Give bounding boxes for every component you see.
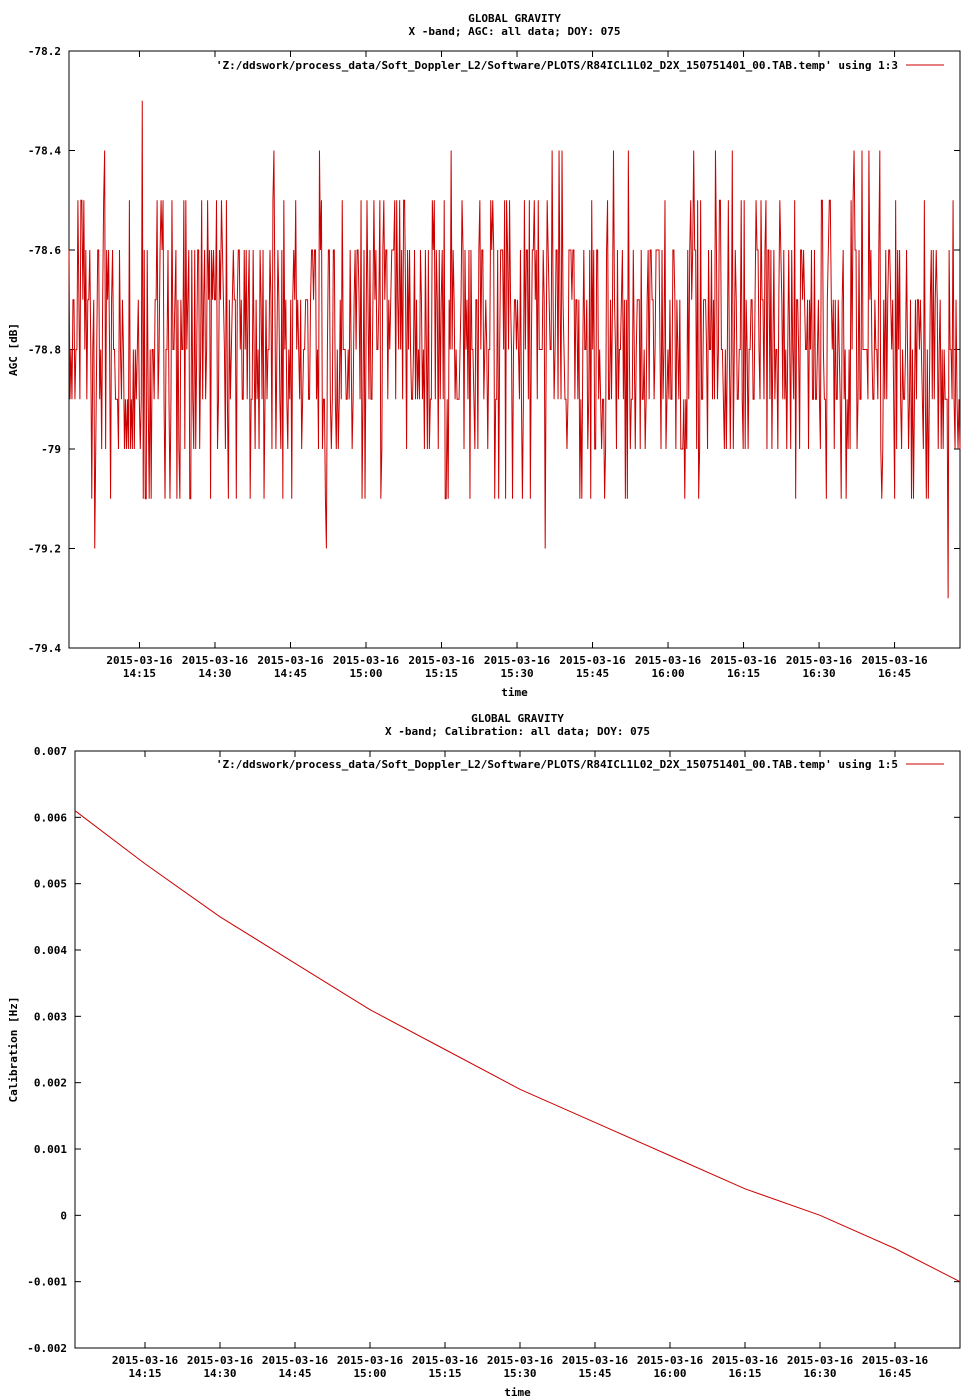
x-tick-label-date: 2015-03-16 <box>862 1354 929 1367</box>
x-tick-label-date: 2015-03-16 <box>787 1354 854 1367</box>
y-tick-label: 0 <box>60 1209 67 1222</box>
y-tick-label: 0.004 <box>34 944 67 957</box>
x-tick-label-date: 2015-03-16 <box>637 1354 704 1367</box>
x-tick-label-time: 14:45 <box>278 1367 311 1380</box>
x-tick-label-date: 2015-03-16 <box>484 654 551 667</box>
x-tick-label-time: 16:15 <box>728 1367 761 1380</box>
x-tick-label-time: 15:15 <box>428 1367 461 1380</box>
legend-label: 'Z:/ddswork/process_data/Soft_Doppler_L2… <box>216 59 898 72</box>
x-tick-label-time: 15:30 <box>500 667 533 680</box>
chart-title: GLOBAL GRAVITY <box>471 712 564 725</box>
y-tick-label: 0.007 <box>34 745 67 758</box>
chart-title: GLOBAL GRAVITY <box>468 12 561 25</box>
x-tick-label-time: 16:15 <box>727 667 760 680</box>
chart-subtitle: X -band; Calibration: all data; DOY: 075 <box>385 725 650 738</box>
x-tick-label-time: 15:00 <box>349 667 382 680</box>
x-tick-label-time: 14:15 <box>123 667 156 680</box>
series-line <box>74 810 961 1283</box>
x-axis-label: time <box>501 686 528 699</box>
legend-label: 'Z:/ddswork/process_data/Soft_Doppler_L2… <box>216 758 898 771</box>
y-tick-label: -78.8 <box>28 344 61 357</box>
x-tick-label-date: 2015-03-16 <box>262 1354 329 1367</box>
x-tick-label-time: 16:00 <box>651 667 684 680</box>
series-line <box>68 100 961 599</box>
x-tick-label-date: 2015-03-16 <box>337 1354 404 1367</box>
x-tick-label-date: 2015-03-16 <box>106 654 173 667</box>
x-tick-label-time: 16:00 <box>653 1367 686 1380</box>
y-tick-label: -79.2 <box>28 543 61 556</box>
y-tick-label: 0.006 <box>34 811 67 824</box>
x-tick-label-time: 16:30 <box>802 667 835 680</box>
x-tick-label-time: 15:45 <box>578 1367 611 1380</box>
x-tick-label-time: 14:30 <box>203 1367 236 1380</box>
x-tick-label-date: 2015-03-16 <box>257 654 324 667</box>
y-tick-label: -79.4 <box>28 642 61 655</box>
x-tick-label-time: 14:15 <box>128 1367 161 1380</box>
x-axis-label: time <box>504 1386 531 1399</box>
y-axis-label: Calibration [Hz] <box>7 997 20 1103</box>
y-tick-label: 0.001 <box>34 1143 67 1156</box>
x-tick-label-date: 2015-03-16 <box>112 1354 179 1367</box>
x-tick-label-date: 2015-03-16 <box>635 654 702 667</box>
y-tick-label: 0.002 <box>34 1077 67 1090</box>
chart-subtitle: X -band; AGC: all data; DOY: 075 <box>409 25 621 38</box>
y-tick-label: 0.005 <box>34 878 67 891</box>
y-tick-label: -78.6 <box>28 244 61 257</box>
x-tick-label-time: 15:00 <box>353 1367 386 1380</box>
x-tick-label-date: 2015-03-16 <box>712 1354 779 1367</box>
plot-frame <box>74 750 961 1349</box>
x-tick-label-time: 15:30 <box>503 1367 536 1380</box>
x-tick-label-time: 14:45 <box>274 667 307 680</box>
y-tick-label: -0.001 <box>27 1276 67 1289</box>
y-tick-label: -0.002 <box>27 1342 67 1355</box>
x-tick-label-date: 2015-03-16 <box>562 1354 629 1367</box>
x-tick-label-date: 2015-03-16 <box>861 654 928 667</box>
x-tick-label-time: 15:15 <box>425 667 458 680</box>
x-tick-label-time: 15:45 <box>576 667 609 680</box>
x-tick-label-date: 2015-03-16 <box>187 1354 254 1367</box>
x-tick-label-time: 16:45 <box>878 1367 911 1380</box>
x-tick-label-date: 2015-03-16 <box>710 654 777 667</box>
x-tick-label-date: 2015-03-16 <box>786 654 853 667</box>
y-tick-label: -79 <box>41 443 61 456</box>
x-tick-label-time: 16:30 <box>803 1367 836 1380</box>
y-tick-label: -78.4 <box>28 145 61 158</box>
x-tick-label-date: 2015-03-16 <box>559 654 626 667</box>
x-tick-label-date: 2015-03-16 <box>412 1354 479 1367</box>
x-tick-label-date: 2015-03-16 <box>408 654 475 667</box>
x-tick-label-date: 2015-03-16 <box>333 654 400 667</box>
x-tick-label-time: 16:45 <box>878 667 911 680</box>
x-tick-label-date: 2015-03-16 <box>487 1354 554 1367</box>
y-tick-label: -78.2 <box>28 45 61 58</box>
y-axis-label: AGC [dB] <box>7 323 20 376</box>
y-tick-label: 0.003 <box>34 1010 67 1023</box>
x-tick-label-time: 14:30 <box>198 667 231 680</box>
x-tick-label-date: 2015-03-16 <box>182 654 249 667</box>
